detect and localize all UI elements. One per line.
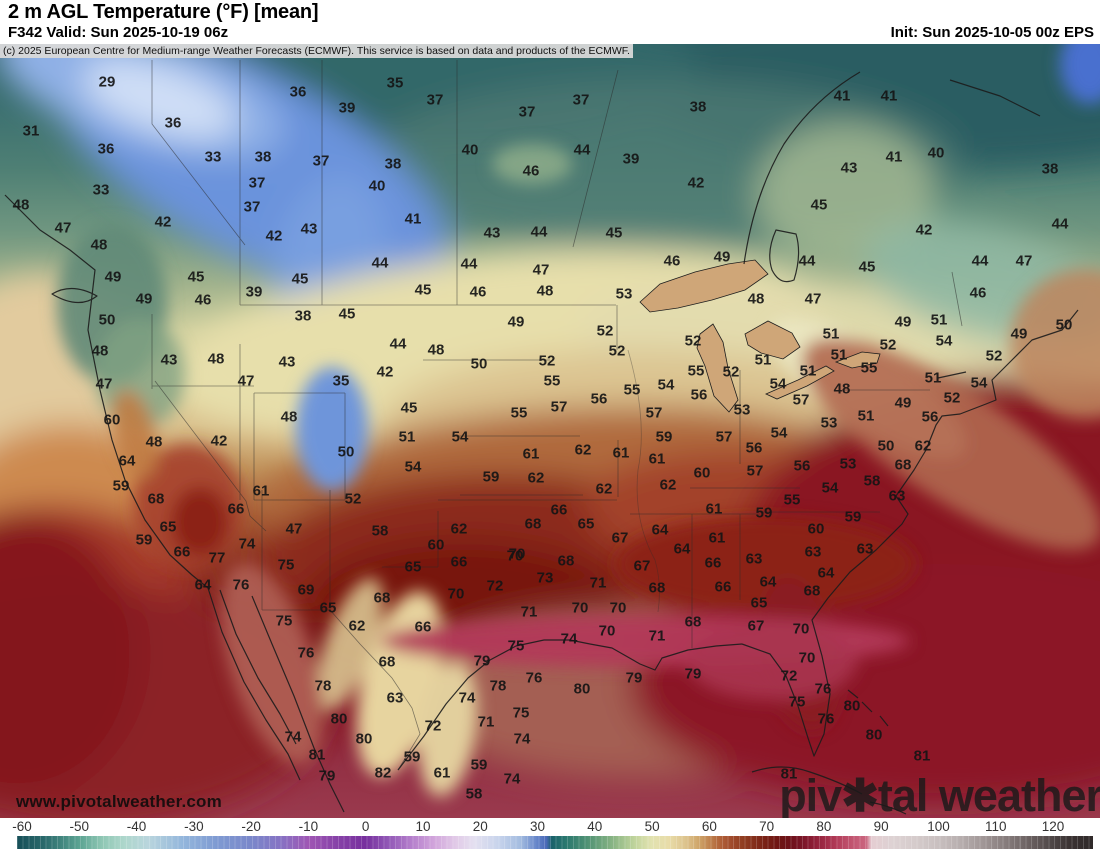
page-title: 2 m AGL Temperature (°F) [mean] — [8, 1, 319, 23]
colorbar-tick: -60 — [12, 819, 32, 834]
brand-watermark: piv✱tal weather — [779, 770, 1100, 818]
colorbar-tick: -40 — [126, 819, 147, 834]
colorbar-tick: 20 — [472, 819, 488, 834]
colorbar-tick: 120 — [1041, 819, 1065, 834]
colorbar-segment-lines — [17, 836, 1093, 849]
colorbar-tick: 50 — [644, 819, 660, 834]
colorbar-tick: 40 — [587, 819, 603, 834]
colorbar-tick: 30 — [530, 819, 546, 834]
valid-time-label: F342 Valid: Sun 2025-10-19 06z — [8, 24, 229, 41]
colorbar-tick: 70 — [759, 819, 775, 834]
colorbar-tick: 90 — [873, 819, 889, 834]
header-bar: 2 m AGL Temperature (°F) [mean] F342 Val… — [0, 0, 1100, 44]
colorbar-tick: -50 — [69, 819, 90, 834]
init-time-label: Init: Sun 2025-10-05 00z EPS — [890, 24, 1094, 41]
colorbar-tick: 100 — [927, 819, 950, 834]
colorbar-tick: 110 — [984, 819, 1007, 834]
colorbar-tick: 10 — [415, 819, 431, 834]
copyright-strip: (c) 2025 European Centre for Medium-rang… — [0, 44, 633, 58]
colorbar-tick: 0 — [361, 819, 370, 834]
great-lakes — [639, 259, 881, 413]
colorbar-tick: -10 — [298, 819, 319, 834]
colorbar-area: -60 -50 -40 -30 -20 -10 0 10 20 30 40 50 60 70 80 90 100… — [0, 818, 1100, 850]
colorbar-tick: 60 — [701, 819, 717, 834]
colorbar-tick: -30 — [184, 819, 204, 834]
site-watermark: www.pivotalweather.com — [16, 792, 222, 811]
colorbar-tick-labels: -60 -50 -40 -30 -20 -10 0 10 20 30 40 50 60 70 80 90 100… — [0, 818, 1100, 835]
forecast-map: (c) 2025 European Centre for Medium-rang… — [0, 44, 1100, 818]
map-graphic — [0, 44, 1100, 818]
colorbar-tick: 80 — [816, 819, 832, 834]
colorbar-gradient — [17, 836, 1093, 849]
colorbar-tick: -20 — [241, 819, 261, 834]
